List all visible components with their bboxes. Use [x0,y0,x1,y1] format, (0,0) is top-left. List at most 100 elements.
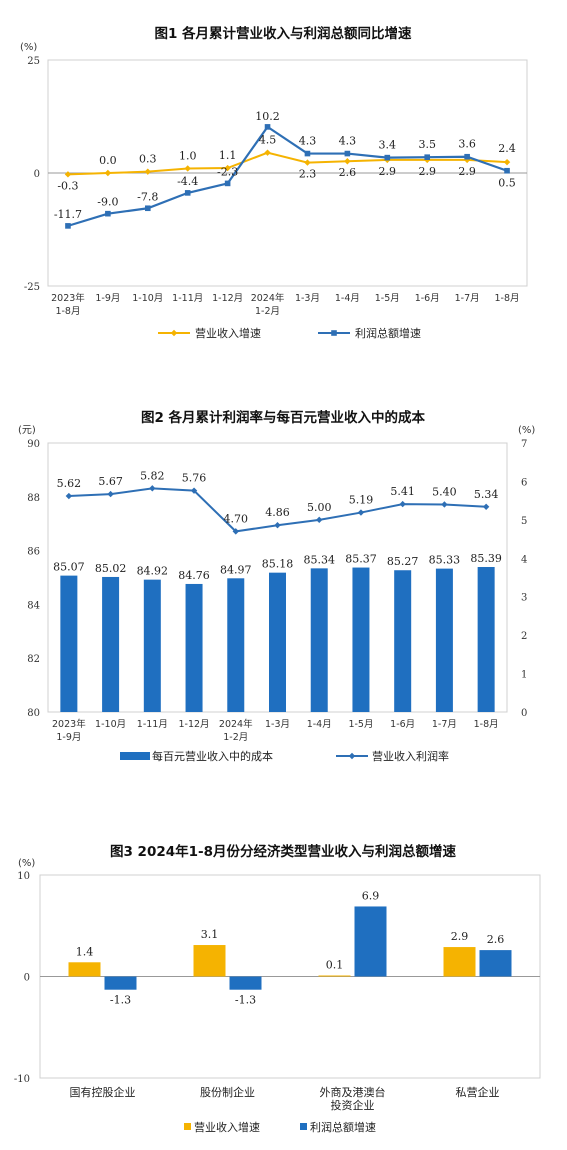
bar-data-label: 3.1 [201,928,219,941]
series-point-2 [344,150,351,157]
margin-point [441,501,448,508]
x-tick-label: 1-11月 [172,293,203,304]
cost-bar [477,567,495,712]
chart-ownership-growth: 图3 2024年1-8月份分经济类型营业收入与利润总额增速 (%) 10 0 -10 国有… [14,843,541,1134]
series-point-2 [264,124,271,130]
legend-swatch-marker [170,329,178,337]
y-axis-unit: (%) [18,858,35,869]
x-tick-label: 2024年 1-2月 [251,292,285,317]
data-label: 3.4 [379,139,397,152]
margin-point [357,509,365,516]
left-tick-label: 86 [27,547,40,558]
series-point-1 [503,158,511,166]
series-point-1 [144,168,151,175]
x-tick-label: 1-6月 [390,719,415,730]
bar-data-label: -1.3 [110,994,131,1007]
series-bar-1 [193,945,226,977]
x-tick-label: 外商及港澳台投资企业 [320,1085,386,1112]
x-tick-label: 1-10月 [132,293,163,304]
data-label: 1.1 [219,149,237,162]
right-tick-label: 0 [521,708,527,719]
bar-data-label: 84.76 [178,569,210,582]
cost-bar [227,578,245,712]
margin-point [316,516,323,524]
series-point-1 [463,156,471,164]
series-point-2 [384,154,391,161]
legend-swatch [120,752,150,760]
data-label: 10.2 [255,110,280,123]
series-point-2 [504,167,510,174]
data-label: -11.7 [54,208,82,221]
series-bar-1 [68,962,101,977]
legend-label: 营业收入利润率 [372,749,449,763]
margin-point [65,492,73,500]
series-point-2 [105,210,111,217]
chart-profit-revenue-growth: 图1 各月累计营业收入与利润总额同比增速 (%) 25 0 -25 2023年 1-8月 1-… [20,25,528,340]
data-label: 3.6 [458,138,476,151]
x-tick-label: 1-9月 [95,293,120,304]
bar-data-label: 1.4 [76,945,94,958]
margin-point [149,485,156,492]
series-bar-2 [479,950,512,977]
right-tick-label: 7 [521,439,527,450]
left-tick-label: 88 [27,493,40,504]
line-data-label: 4.86 [265,506,290,519]
x-tick-label: 1-5月 [375,293,400,304]
cost-bar [60,575,78,712]
series-point-1 [224,164,231,172]
data-label: -0.3 [57,179,78,192]
series-bar-1 [318,975,351,977]
series-point-2 [424,154,431,160]
chart-title: 图3 2024年1-8月份分经济类型营业收入与利润总额增速 [110,843,457,860]
series-point-1 [344,158,351,165]
data-label: 1.0 [179,149,197,162]
legend-label: 利润总额增速 [310,1120,376,1134]
series-bar-2 [354,906,387,977]
legend-label: 营业收入增速 [194,1120,260,1134]
bar-data-label: 85.07 [53,561,85,574]
series-point-1 [264,149,271,156]
data-label: 0.0 [99,154,117,167]
bar-data-label: 84.92 [137,565,169,578]
y-axis-unit: (%) [20,42,37,53]
legend-swatch [184,1123,191,1130]
y-tick-label: 25 [27,56,40,67]
x-tick-label: 1-3月 [265,719,290,730]
legend-label: 利润总额增速 [355,326,421,340]
line-data-label: 5.76 [182,472,207,485]
data-label: -4.4 [177,175,198,188]
line-data-label: 5.41 [390,485,415,498]
chart-title: 图1 各月累计营业收入与利润总额同比增速 [154,25,412,42]
data-label: 2.9 [379,165,397,178]
data-label: -2.3 [217,165,238,178]
series-point-2 [304,150,311,157]
bar-data-label: 85.34 [303,553,335,566]
cost-bar [435,568,453,712]
series-line-1 [67,151,508,176]
series-point-2 [65,223,71,229]
chart-profit-margin-cost: 图2 各月累计利润率与每百元营业收入中的成本 (元) (%) 90 88 86 84 82 80… [18,409,535,763]
left-tick-label: 80 [27,708,40,719]
cost-bar [394,570,412,712]
x-tick-label: 股份制企业 [200,1085,255,1099]
right-tick-label: 4 [521,554,527,565]
x-tick-label: 1-8月 [474,719,499,730]
series-bar-2 [229,976,262,990]
data-label: 2.9 [418,165,436,178]
bar-data-label: 85.27 [387,555,419,568]
x-tick-label: 1-7月 [432,719,457,730]
bar-data-label: 0.1 [326,958,344,971]
data-label: 4.5 [259,134,277,147]
x-tick-label: 1-4月 [335,293,360,304]
margin-point [190,487,198,494]
right-tick-label: 3 [521,593,527,604]
series-point-1 [104,169,112,177]
line-data-label: 5.00 [307,501,332,514]
cost-bar [185,583,203,712]
series-point-1 [64,171,72,178]
bar-data-label: 6.9 [362,889,380,902]
x-tick-label: 国有控股企业 [70,1085,136,1099]
y-tick-label: 0 [34,169,40,180]
data-label: 2.4 [498,142,516,155]
left-axis-unit: (元) [18,425,36,436]
